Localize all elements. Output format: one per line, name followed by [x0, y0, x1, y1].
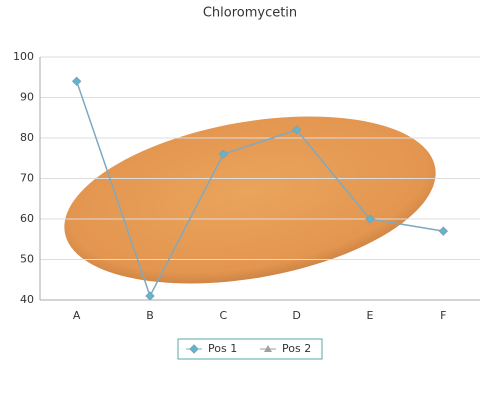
- series-line: [75, 81, 444, 298]
- point: [365, 214, 375, 224]
- point: [218, 149, 229, 159]
- y-tick-label: 80: [20, 131, 34, 144]
- y-tick-label: 50: [20, 253, 34, 266]
- chart-title: Chloromycetin: [203, 6, 297, 21]
- legend-label: Pos 2: [282, 342, 311, 355]
- legend-marker: [189, 344, 199, 354]
- x-tick-label: C: [219, 309, 227, 322]
- y-tick-label: 90: [20, 91, 34, 104]
- point: [291, 125, 302, 135]
- background-pill: [64, 116, 436, 284]
- y-tick-label: 100: [13, 50, 34, 63]
- legend-marker: [264, 345, 272, 352]
- point: [71, 76, 82, 87]
- x-tick-label: E: [367, 309, 374, 322]
- y-tick-label: 70: [20, 172, 34, 185]
- legend: [177, 338, 323, 360]
- point: [438, 226, 449, 236]
- legend-label: Pos 1: [208, 342, 237, 355]
- x-tick-label: D: [292, 309, 300, 322]
- point: [145, 291, 155, 301]
- x-tick-label: F: [440, 309, 446, 322]
- x-tick-label: A: [73, 309, 81, 322]
- y-tick-label: 60: [20, 212, 34, 225]
- y-tick-label: 40: [20, 293, 34, 306]
- x-tick-label: B: [146, 309, 154, 322]
